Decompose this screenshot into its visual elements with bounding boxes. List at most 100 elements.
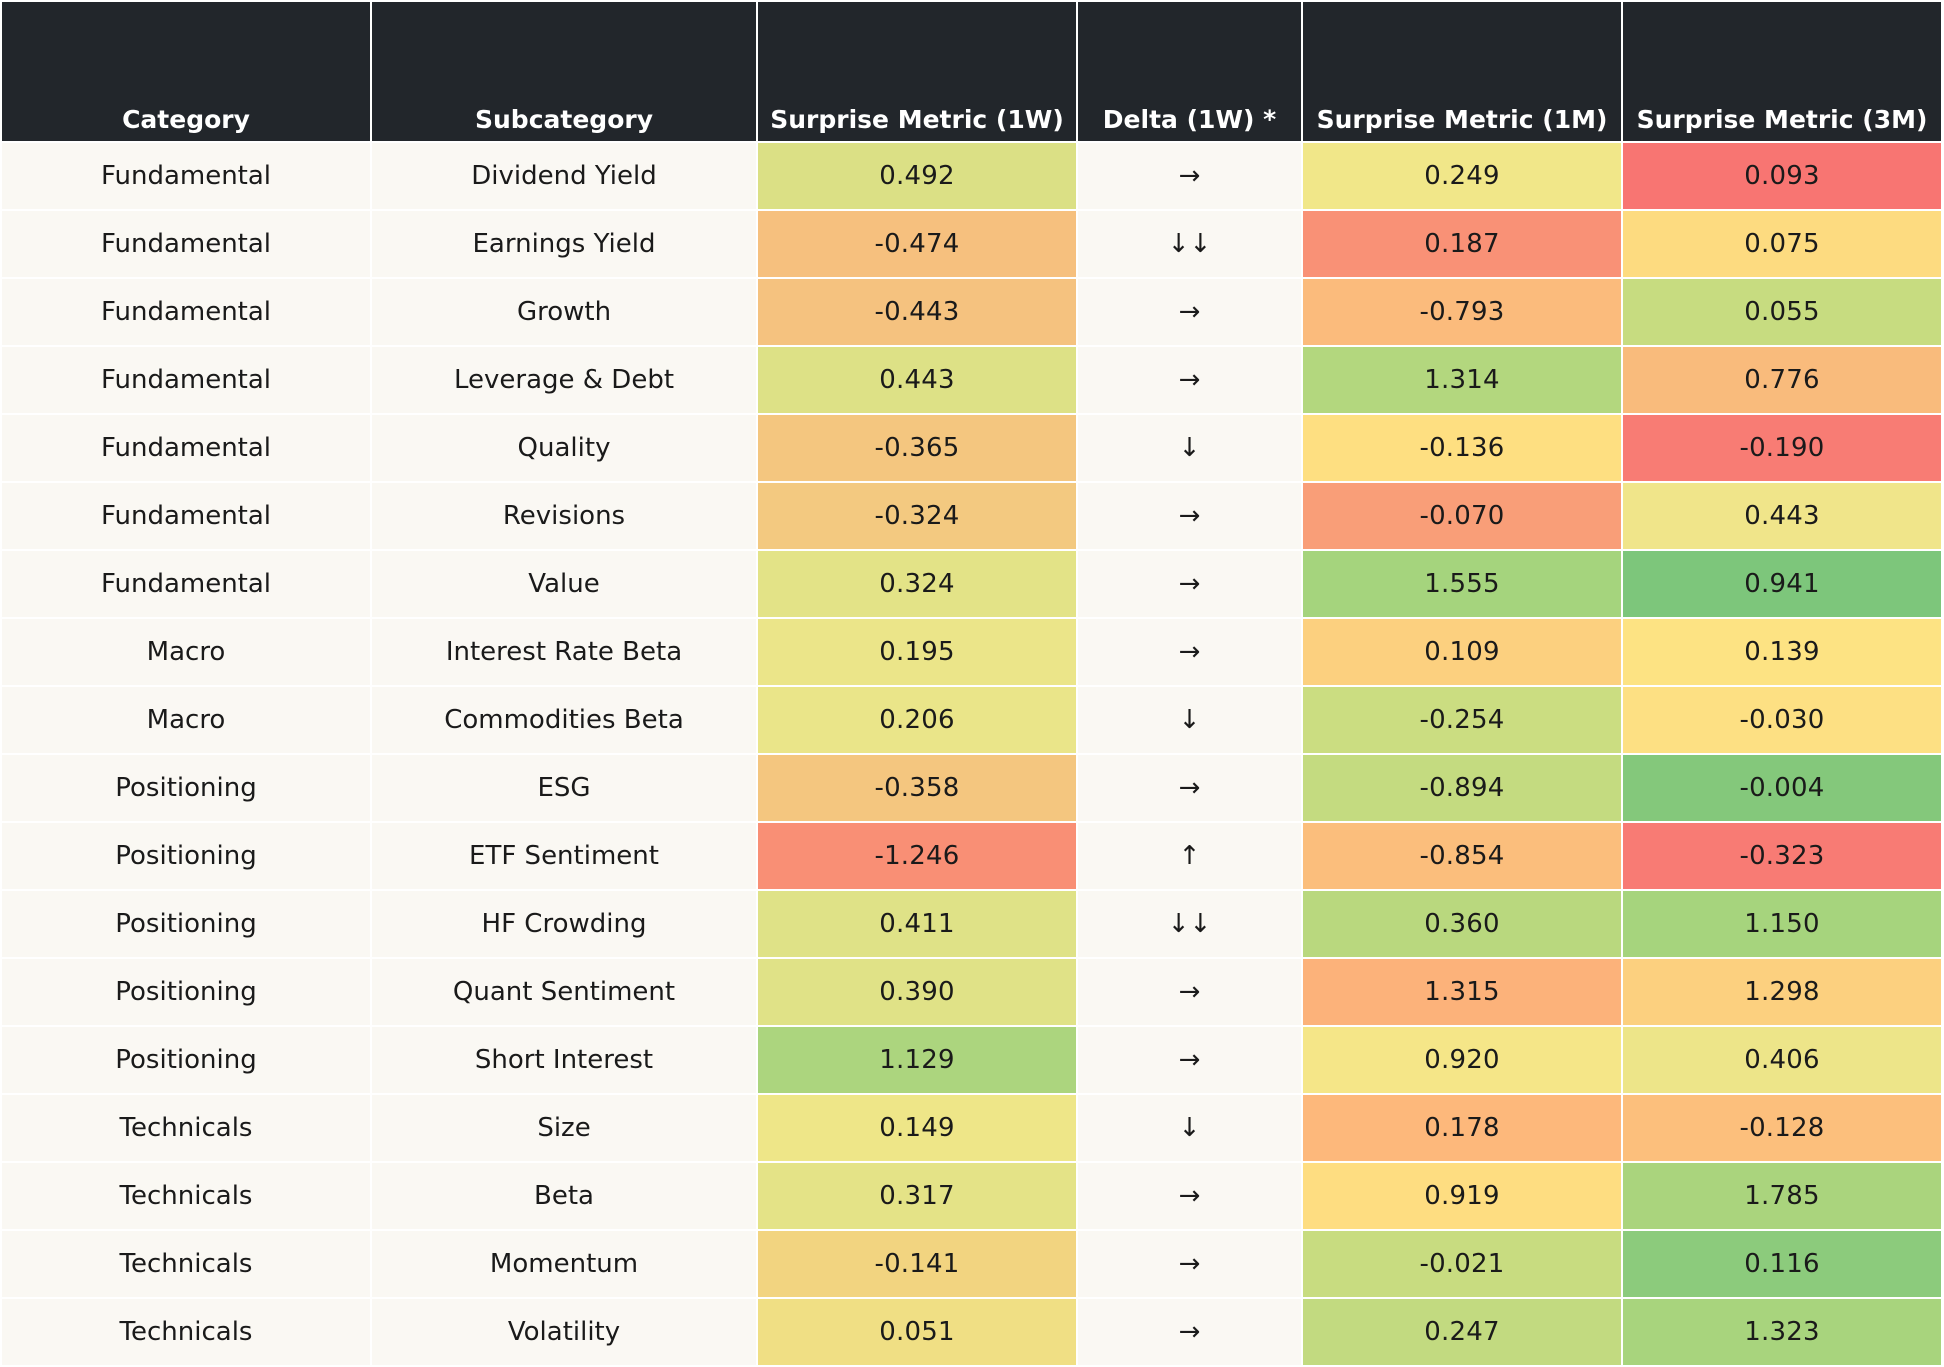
surprise-3m-cell: 0.116 [1623, 1231, 1941, 1297]
table-row: Positioning Short Interest 1.129 → 0.920 0.40… [2, 1027, 1941, 1093]
delta-arrow-cell: ↓↓ [1078, 211, 1301, 277]
subcategory-cell: Size [372, 1095, 756, 1161]
table-row: Technicals Volatility 0.051 → 0.247 1.323 [2, 1299, 1941, 1365]
surprise-1w-cell: 0.411 [758, 891, 1076, 957]
table-row: Positioning HF Crowding 0.411 ↓↓ 0.360 1.150 [2, 891, 1941, 957]
surprise-1m-cell: 1.555 [1303, 551, 1621, 617]
surprise-1m-cell: -0.793 [1303, 279, 1621, 345]
surprise-3m-cell: 1.298 [1623, 959, 1941, 1025]
table-row: Macro Interest Rate Beta 0.195 → 0.109 0.139 [2, 619, 1941, 685]
surprise-1m-cell: 0.920 [1303, 1027, 1621, 1093]
surprise-1m-cell: -0.070 [1303, 483, 1621, 549]
delta-arrow-cell: → [1078, 279, 1301, 345]
delta-arrow-cell: → [1078, 551, 1301, 617]
surprise-1m-cell: 0.360 [1303, 891, 1621, 957]
surprise-1w-cell: -1.246 [758, 823, 1076, 889]
subcategory-cell: Quant Sentiment [372, 959, 756, 1025]
surprise-1w-cell: -0.443 [758, 279, 1076, 345]
category-cell: Technicals [2, 1095, 370, 1161]
table-row: Fundamental Growth -0.443 → -0.793 0.055 [2, 279, 1941, 345]
table-body: Fundamental Dividend Yield 0.492 → 0.249 0.09… [2, 143, 1941, 1365]
col-header-category: Category [2, 2, 370, 141]
surprise-1w-cell: -0.365 [758, 415, 1076, 481]
subcategory-cell: Revisions [372, 483, 756, 549]
subcategory-cell: Interest Rate Beta [372, 619, 756, 685]
surprise-3m-cell: 0.093 [1623, 143, 1941, 209]
table-row: Fundamental Earnings Yield -0.474 ↓↓ 0.187 0.… [2, 211, 1941, 277]
subcategory-cell: ESG [372, 755, 756, 821]
surprise-1w-cell: 0.317 [758, 1163, 1076, 1229]
category-cell: Fundamental [2, 143, 370, 209]
subcategory-cell: Dividend Yield [372, 143, 756, 209]
surprise-3m-cell: 0.941 [1623, 551, 1941, 617]
table-row: Macro Commodities Beta 0.206 ↓ -0.254 -0.030 [2, 687, 1941, 753]
category-cell: Technicals [2, 1163, 370, 1229]
delta-arrow-cell: → [1078, 1299, 1301, 1365]
delta-arrow-cell: → [1078, 959, 1301, 1025]
subcategory-cell: Growth [372, 279, 756, 345]
surprise-3m-cell: -0.323 [1623, 823, 1941, 889]
delta-arrow-cell: ↓ [1078, 415, 1301, 481]
subcategory-cell: Leverage & Debt [372, 347, 756, 413]
surprise-1w-cell: 0.443 [758, 347, 1076, 413]
surprise-3m-cell: -0.190 [1623, 415, 1941, 481]
surprise-3m-cell: 0.139 [1623, 619, 1941, 685]
table-row: Fundamental Quality -0.365 ↓ -0.136 -0.190 [2, 415, 1941, 481]
col-header-subcategory: Subcategory [372, 2, 756, 141]
surprise-1w-cell: 1.129 [758, 1027, 1076, 1093]
subcategory-cell: Beta [372, 1163, 756, 1229]
category-cell: Fundamental [2, 551, 370, 617]
delta-arrow-cell: ↓ [1078, 1095, 1301, 1161]
subcategory-cell: Momentum [372, 1231, 756, 1297]
subcategory-cell: ETF Sentiment [372, 823, 756, 889]
surprise-3m-cell: 0.075 [1623, 211, 1941, 277]
table-row: Fundamental Dividend Yield 0.492 → 0.249 0.09… [2, 143, 1941, 209]
surprise-1w-cell: 0.324 [758, 551, 1076, 617]
header-row: Category Subcategory Surprise Metric (1W… [2, 2, 1941, 141]
surprise-1w-cell: 0.051 [758, 1299, 1076, 1365]
surprise-1w-cell: 0.206 [758, 687, 1076, 753]
category-cell: Fundamental [2, 415, 370, 481]
delta-arrow-cell: → [1078, 1231, 1301, 1297]
delta-arrow-cell: → [1078, 755, 1301, 821]
surprise-3m-cell: 0.776 [1623, 347, 1941, 413]
surprise-1m-cell: -0.021 [1303, 1231, 1621, 1297]
surprise-1w-cell: 0.195 [758, 619, 1076, 685]
surprise-1m-cell: 1.314 [1303, 347, 1621, 413]
category-cell: Fundamental [2, 347, 370, 413]
subcategory-cell: Quality [372, 415, 756, 481]
category-cell: Positioning [2, 1027, 370, 1093]
category-cell: Positioning [2, 823, 370, 889]
category-cell: Macro [2, 687, 370, 753]
surprise-1m-cell: -0.854 [1303, 823, 1621, 889]
surprise-1w-cell: 0.149 [758, 1095, 1076, 1161]
col-header-delta-1w: Delta (1W) * [1078, 2, 1301, 141]
table-row: Fundamental Value 0.324 → 1.555 0.941 [2, 551, 1941, 617]
category-cell: Macro [2, 619, 370, 685]
surprise-1m-cell: -0.254 [1303, 687, 1621, 753]
delta-arrow-cell: → [1078, 483, 1301, 549]
category-cell: Positioning [2, 755, 370, 821]
subcategory-cell: Value [372, 551, 756, 617]
surprise-3m-cell: 1.150 [1623, 891, 1941, 957]
table-row: Technicals Size 0.149 ↓ 0.178 -0.128 [2, 1095, 1941, 1161]
table-row: Fundamental Revisions -0.324 → -0.070 0.443 [2, 483, 1941, 549]
delta-arrow-cell: → [1078, 347, 1301, 413]
surprise-1w-cell: -0.358 [758, 755, 1076, 821]
subcategory-cell: Volatility [372, 1299, 756, 1365]
surprise-3m-cell: 1.785 [1623, 1163, 1941, 1229]
surprise-3m-cell: -0.004 [1623, 755, 1941, 821]
surprise-1m-cell: 0.247 [1303, 1299, 1621, 1365]
surprise-1w-cell: -0.141 [758, 1231, 1076, 1297]
delta-arrow-cell: ↓ [1078, 687, 1301, 753]
surprise-3m-cell: 0.406 [1623, 1027, 1941, 1093]
subcategory-cell: Earnings Yield [372, 211, 756, 277]
surprise-3m-cell: -0.030 [1623, 687, 1941, 753]
surprise-1w-cell: 0.492 [758, 143, 1076, 209]
table-row: Technicals Momentum -0.141 → -0.021 0.116 [2, 1231, 1941, 1297]
surprise-3m-cell: 0.443 [1623, 483, 1941, 549]
surprise-1m-cell: 0.919 [1303, 1163, 1621, 1229]
col-header-surprise-3m: Surprise Metric (3M) [1623, 2, 1941, 141]
delta-arrow-cell: → [1078, 1027, 1301, 1093]
surprise-3m-cell: 1.323 [1623, 1299, 1941, 1365]
